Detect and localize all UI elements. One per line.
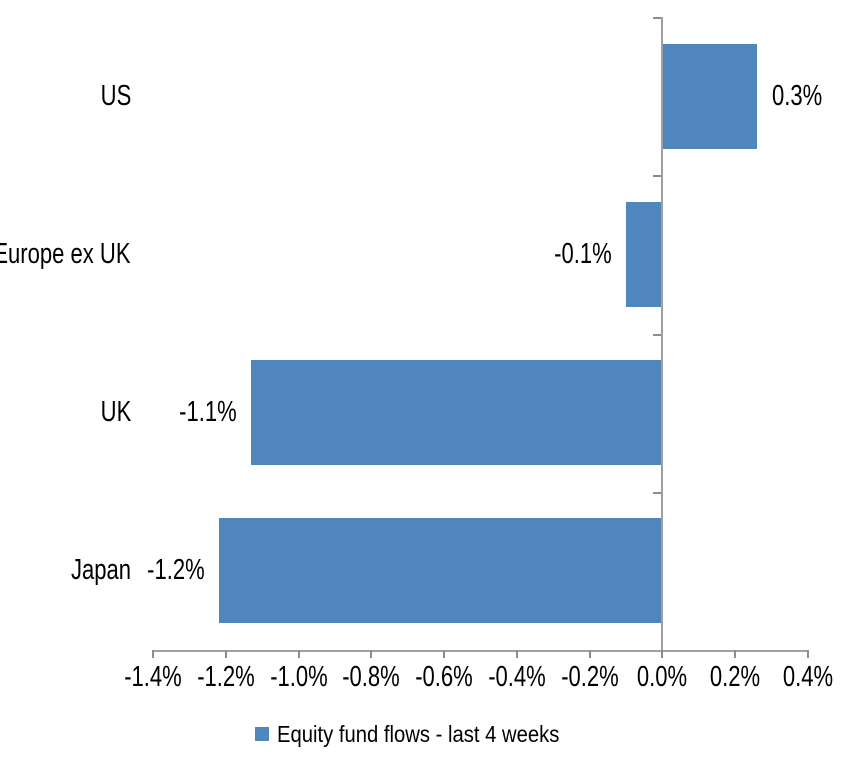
x-axis-tick [224,650,227,658]
category-tick [653,333,662,336]
value-label-text: -1.1% [179,396,238,429]
x-axis-tick [297,650,300,658]
x-axis-line [153,650,808,652]
x-axis-tick [734,650,737,658]
category-label-text: US [100,79,131,112]
x-axis-tick [443,650,446,658]
bar-uk [251,360,663,466]
legend-label: Equity fund flows - last 4 weeks [276,720,559,747]
x-axis-tick-label: 0.2% [710,661,761,693]
value-label-japan: -1.2% [147,518,205,623]
value-label-text: -1.2% [146,554,205,587]
value-label-europe-ex-uk: -0.1% [153,202,612,307]
x-axis-tick-label: -0.2% [560,661,619,693]
x-axis-tick-label: -1.2% [196,661,255,693]
category-label-us: US [0,17,131,175]
x-axis-tick [807,650,809,658]
x-axis-tick [515,650,518,658]
value-label-text: 0.3% [772,79,823,112]
category-tick [653,491,662,494]
category-label-text: Europe ex UK [0,237,131,270]
category-tick [653,17,662,19]
bar-us [662,43,758,149]
category-label-text: UK [100,396,131,429]
category-label-uk: UK [0,334,131,492]
value-label-uk: -1.1% [153,360,238,465]
category-label-europe-ex-uk: Europe ex UK [0,175,131,333]
x-axis-tick-label: -0.6% [415,661,473,693]
plot-area: 0.3% -0.1% -1.1% -1.2% [147,17,822,652]
legend-swatch-icon [254,727,269,741]
x-axis-tick-label: 0.0% [637,661,688,693]
x-axis-tick [370,650,373,658]
x-axis-tick [661,650,664,658]
bar-europe-ex-uk [626,201,663,307]
legend: Equity fund flows - last 4 weeks [0,719,852,749]
category-label-japan: Japan [0,492,131,650]
value-label-us: 0.3% [772,44,838,149]
x-axis-tick-label: -0.8% [342,661,401,693]
bar-japan [218,518,663,624]
x-axis-tick-label: -1.0% [269,661,328,693]
category-label-text: Japan [70,554,131,587]
category-tick [653,175,662,178]
x-axis-tick-label: 0.4% [782,661,834,693]
x-axis-tick-label: -1.4% [124,661,182,693]
x-axis-tick-label: -0.4% [488,661,546,693]
x-axis-tick [152,650,154,658]
value-label-text: -0.1% [554,237,613,270]
y-axis-line [661,17,664,650]
x-axis-tick [588,650,591,658]
